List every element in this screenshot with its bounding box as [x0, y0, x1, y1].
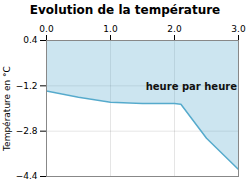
svg-text:−2.8: −2.8 — [16, 126, 38, 136]
svg-text:3.0: 3.0 — [231, 24, 246, 34]
html-text:Evolution de la température: Evolution de la température — [29, 3, 221, 17]
svg-text:0.0: 0.0 — [39, 24, 54, 34]
svg-text:Température en °C: Température en °C — [2, 66, 12, 152]
svg-text:0.4: 0.4 — [23, 35, 38, 45]
svg-text:heure par heure: heure par heure — [146, 81, 237, 92]
svg-text:1.0: 1.0 — [103, 24, 118, 34]
svg-text:−4.4: −4.4 — [16, 171, 38, 181]
svg-text:2.0: 2.0 — [167, 24, 182, 34]
svg-text:−1.2: −1.2 — [16, 81, 38, 91]
